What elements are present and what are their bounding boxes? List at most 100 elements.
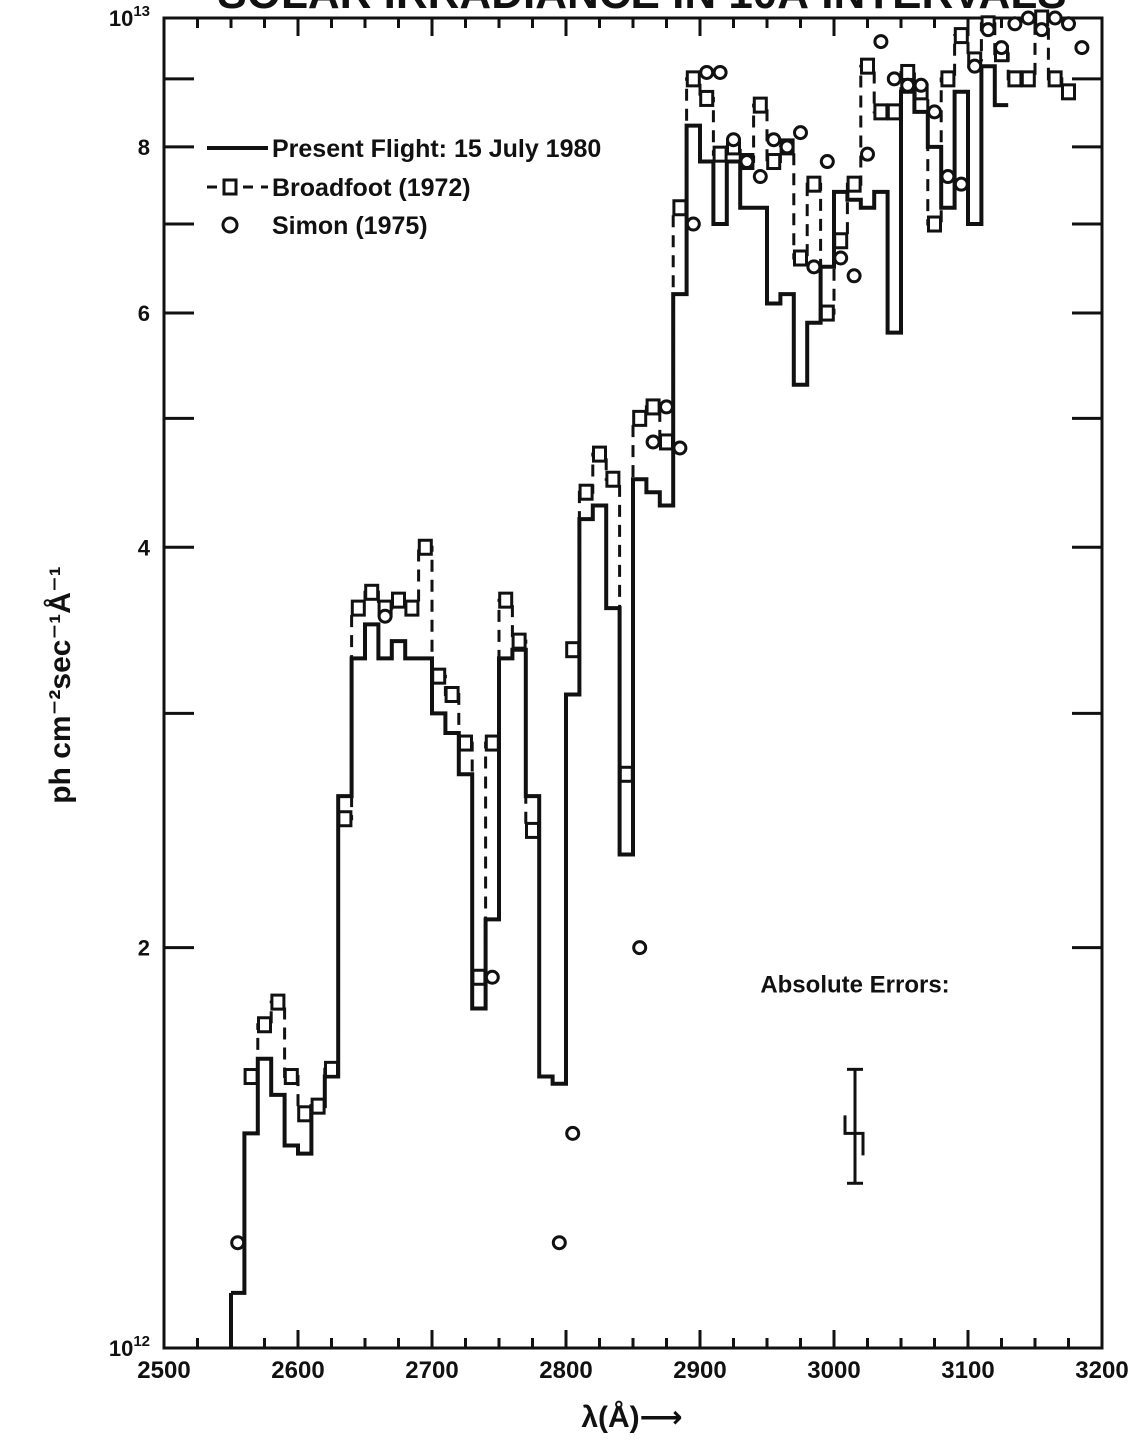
y-tick-label: 6 (138, 301, 150, 326)
broadfoot-square-marker (324, 1060, 339, 1078)
x-tick-label: 2700 (405, 1357, 458, 1384)
simon-circle-marker (793, 125, 808, 141)
simon-circle-marker (860, 146, 875, 162)
broadfoot-square-marker (873, 103, 889, 121)
simon-circle-marker (873, 34, 889, 50)
broadfoot-square-marker (900, 63, 916, 81)
broadfoot-square-marker (431, 667, 447, 685)
simon-circle-marker (1061, 16, 1076, 32)
y-tick-label: 8 (138, 135, 150, 160)
broadfoot-square-marker (685, 70, 701, 88)
broadfoot-square-marker (243, 1068, 259, 1086)
legend-label-broadfoot: Broadfoot (1972) (272, 174, 471, 202)
series-layer (229, 9, 1090, 1348)
broadfoot-square-marker (404, 599, 420, 617)
chart-title: SOLAR IRRADIANCE IN 10Å INTERVALS (217, 0, 1066, 18)
broadfoot-square-marker (1047, 70, 1063, 88)
simon-circle-marker (967, 58, 983, 74)
simon-circle-marker (1034, 22, 1050, 38)
simon-circle-marker (913, 77, 929, 93)
simon-circle-marker (377, 608, 393, 624)
absolute-errors-label: Absolute Errors: (760, 971, 949, 998)
y-tick-label: 4 (138, 535, 151, 560)
simon-circle-marker (712, 64, 728, 80)
broadfoot-square-marker (953, 27, 969, 45)
simon-circle-marker (632, 940, 648, 956)
broadfoot-square-marker (1007, 70, 1023, 88)
simon-circle-marker (739, 154, 755, 170)
simon-circle-marker (833, 250, 849, 266)
broadfoot-square-marker (672, 199, 688, 217)
x-tick-label: 3100 (941, 1357, 994, 1384)
simon-circle-marker (659, 399, 674, 415)
broadfoot-square-marker (618, 765, 634, 783)
y-tick-label: 2 (138, 936, 150, 961)
broadfoot-square-marker (297, 1105, 313, 1123)
broadfoot-square-marker (846, 175, 862, 193)
simon-circle-marker (551, 1235, 567, 1251)
broadfoot-square-marker (350, 599, 366, 617)
broadfoot-square-marker (511, 632, 527, 650)
simon-circle-marker (230, 1235, 246, 1251)
y-tick-label: 1013 (109, 3, 150, 31)
legend-label-simon: Simon (1975) (272, 212, 428, 240)
simon-circle-marker (645, 434, 661, 450)
broadfoot-square-marker (270, 993, 286, 1011)
x-tick-labels: 2500 2600 2700 2800 2900 3000 3100 3200 (137, 1357, 1128, 1384)
broadfoot-square-marker (471, 968, 487, 986)
broadfoot-square-marker (833, 232, 849, 250)
broadfoot-square-marker (1061, 83, 1076, 101)
broadfoot-square-marker (766, 153, 782, 171)
simon-circle-marker (1020, 10, 1036, 26)
broadfoot-square-marker (417, 538, 433, 556)
broadfoot-square-marker (525, 821, 540, 839)
legend-circle-marker (221, 216, 239, 234)
simon-circle-marker (940, 169, 956, 185)
broadfoot-square-marker (337, 810, 353, 828)
broadfoot-square-marker (752, 96, 768, 114)
broadfoot-square-marker (578, 483, 594, 501)
simon-circle-marker (565, 1125, 581, 1141)
broadfoot-square-marker (699, 89, 715, 107)
simon-circle-marker (484, 969, 500, 985)
x-tick-label: 3000 (807, 1357, 860, 1384)
x-tick-label: 2800 (539, 1357, 592, 1384)
simon-circle-marker (1074, 40, 1090, 56)
legend: Present Flight: 15 July 1980 Broadfoot (1… (207, 135, 601, 240)
absolute-errors-annotation: Absolute Errors: (760, 971, 950, 1185)
simon-circle-marker (806, 259, 822, 275)
simon-circle-marker (886, 71, 902, 87)
simon-circle-marker (1047, 10, 1063, 26)
simon-circle-marker (752, 169, 768, 185)
series-present-flight (231, 64, 1009, 1295)
simon-circle-marker (819, 154, 835, 170)
y-tick-labels: 1012 2 4 6 8 1013 (109, 3, 151, 1361)
simon-circle-marker (779, 139, 795, 155)
x-tick-label: 2600 (271, 1357, 324, 1384)
broadfoot-square-marker (605, 470, 621, 488)
legend-label-present-flight: Present Flight: 15 July 1980 (272, 135, 601, 163)
broadfoot-square-marker (927, 215, 942, 233)
broadfoot-square-marker (886, 103, 902, 121)
broadfoot-square-marker (257, 1016, 272, 1034)
error-step-sample (843, 1115, 865, 1156)
simon-circle-marker (994, 40, 1009, 56)
broadfoot-square-marker (444, 685, 460, 703)
broadfoot-square-marker (458, 734, 473, 752)
simon-circle-marker (980, 22, 996, 38)
broadfoot-square-marker (819, 304, 835, 322)
broadfoot-square-marker (659, 433, 674, 451)
broadfoot-square-marker (1020, 70, 1036, 88)
x-tick-label: 2900 (673, 1357, 726, 1384)
simon-circle-marker (1007, 16, 1023, 32)
broadfoot-square-marker (940, 70, 956, 88)
simon-circle-marker (672, 440, 688, 456)
broadfoot-square-marker (592, 445, 607, 463)
simon-circle-marker (726, 132, 741, 148)
broadfoot-square-marker (364, 583, 380, 601)
y-axis-label: ph cm⁻²sec⁻¹Å⁻¹ (44, 566, 77, 804)
x-tick-label: 2500 (137, 1357, 190, 1384)
simon-circle-marker (900, 77, 916, 93)
legend-square-marker (222, 178, 238, 196)
